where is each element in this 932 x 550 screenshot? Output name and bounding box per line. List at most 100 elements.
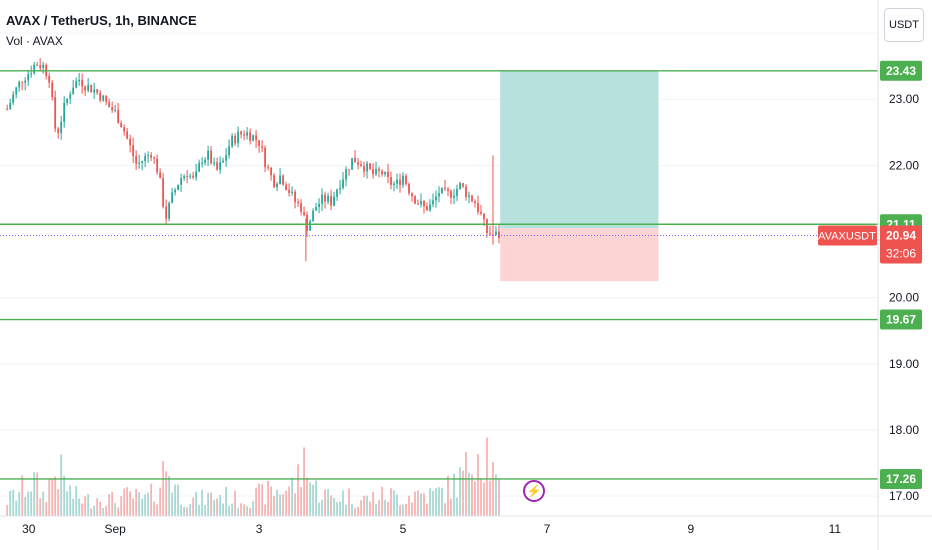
candle [408,183,410,194]
volume-bar [480,479,482,516]
candle [393,183,395,185]
volume-bar [282,494,284,516]
volume-bar [255,487,257,516]
volume-bar [456,497,458,516]
candle [378,168,380,172]
position-tool[interactable] [500,70,659,282]
volume-bar [417,490,419,516]
volume-bar [474,481,476,516]
volume-bar [219,495,221,516]
volume-bar [438,487,440,516]
candle [309,221,311,231]
volume-bar [450,498,452,516]
volume-bar [108,494,111,516]
volume-bar [87,494,90,516]
candle [12,94,15,103]
candle [387,171,389,178]
volume-indicator-label[interactable]: Vol · AVAX [6,34,63,48]
candle [306,214,308,231]
candle [150,154,153,158]
candle [489,233,491,235]
volume-bar [444,503,446,516]
candle [327,196,329,202]
candle [84,86,87,91]
volume-bar [243,504,245,516]
candle [123,127,126,132]
volume-bar [270,486,272,516]
volume-bar [330,495,332,516]
grid [0,32,878,497]
currency-button[interactable]: USDT [884,8,924,42]
volume-bar [90,508,93,516]
candle [324,194,326,202]
candle [252,135,254,141]
candle [66,98,69,103]
candle [30,73,33,75]
volume-bar [258,483,260,516]
candle [345,169,347,180]
volume-bar [18,492,21,516]
symbol-title[interactable]: AVAX / TetherUS, 1h, BINANCE [6,13,197,28]
time-axis[interactable]: 30 Sep 3 5 7 9 11 [22,522,841,536]
candle [165,206,168,219]
volume-bar [216,498,219,516]
time-tick-label: 7 [544,522,551,536]
profit-zone[interactable] [500,70,659,229]
candle [411,193,413,197]
candle [141,161,144,163]
candle [480,211,482,214]
candle [318,203,320,208]
candle [132,145,135,156]
candle [48,76,51,83]
volume-bars [6,437,500,516]
time-tick-label: Sep [104,522,126,536]
volume-bar [372,491,374,516]
lightning-icon[interactable]: ⚡ [523,480,545,502]
volume-bar [192,497,195,516]
candle [264,147,266,168]
volume-bar [459,467,461,516]
volume-bar [279,494,281,516]
volume-bar [486,437,488,516]
candle [192,175,195,178]
candle [9,102,12,110]
volume-bar [366,495,368,516]
candle [336,189,338,197]
volume-bar [300,486,302,516]
horizontal-levels[interactable] [0,70,878,480]
loss-zone[interactable] [500,228,659,282]
candle [366,163,368,172]
volume-bar [222,503,224,516]
volume-bar [60,454,63,516]
candle [27,74,30,81]
candle [108,101,111,108]
candle [279,175,281,184]
volume-bar [429,488,431,516]
candle [105,95,108,102]
candle [90,84,93,93]
candle [24,80,27,83]
volume-bar [99,501,102,516]
volume-bar [183,506,186,516]
volume-bar [162,460,165,516]
candle [177,184,180,190]
candle [315,207,317,211]
price-tick-label: 20.00 [889,291,919,305]
candle [465,186,467,198]
volume-bar [483,482,485,516]
volume-bar [168,475,171,516]
volume-bar [75,486,78,516]
volume-bar [447,475,449,516]
volume-bar [414,491,416,516]
candle [438,193,440,197]
volume-bar [264,504,266,516]
candle [429,204,431,211]
volume-bar [360,500,362,516]
candle [483,213,485,220]
volume-bar [159,487,162,516]
candle [6,109,9,111]
volume-bar [306,477,308,516]
last-price-bg [880,225,922,264]
